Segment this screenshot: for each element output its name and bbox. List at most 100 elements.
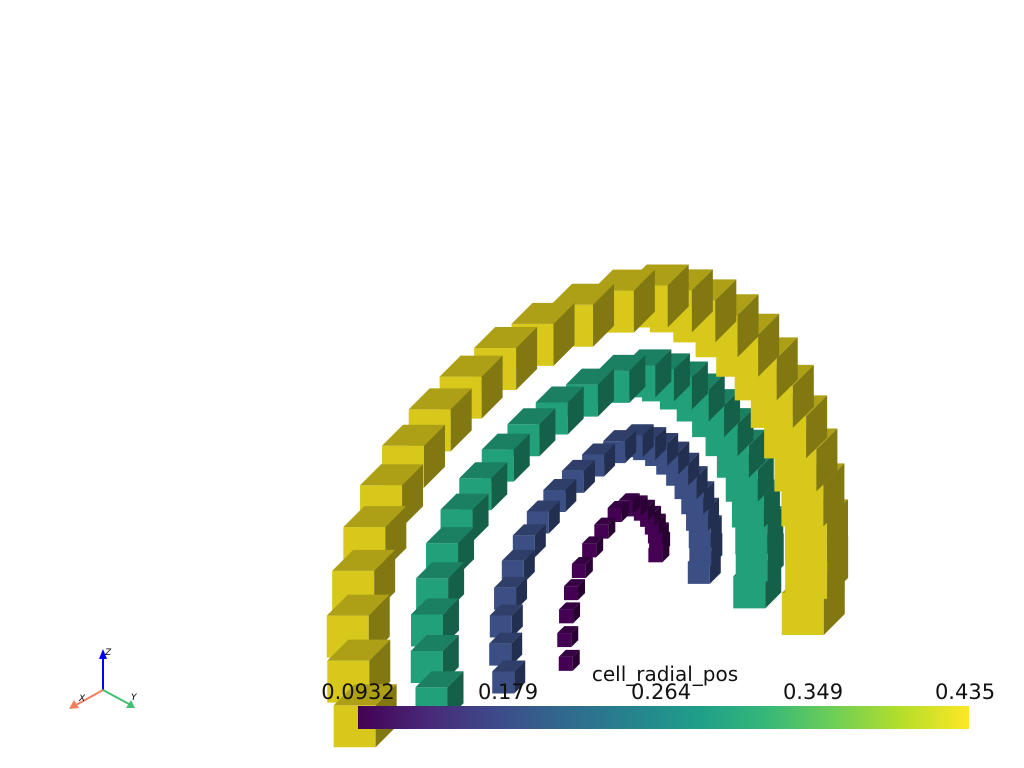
block-face: [494, 587, 517, 610]
block-face: [596, 536, 604, 558]
x-arrow-head-icon: [69, 700, 79, 709]
cell-block: [489, 604, 523, 638]
cell-block: [426, 527, 475, 576]
colorbar-tick: 0.435: [934, 680, 996, 704]
orientation-axes-widget: Z X Y: [69, 648, 138, 709]
block-face: [715, 279, 737, 343]
y-axis-label: Y: [131, 693, 138, 703]
cell-block: [492, 660, 526, 694]
block-face: [578, 579, 586, 601]
block-face: [688, 526, 711, 549]
block-face: [511, 604, 523, 638]
y-arrow-head-icon: [126, 700, 135, 708]
block-face: [491, 462, 508, 511]
block-face: [511, 632, 523, 666]
block-face: [557, 633, 572, 648]
block-face: [673, 353, 690, 402]
block-face: [678, 441, 690, 475]
block-face: [523, 549, 535, 583]
block-face: [448, 562, 465, 611]
block-face: [806, 395, 828, 459]
block-face: [647, 499, 655, 521]
block-face: [632, 493, 640, 515]
block-face: [489, 615, 512, 638]
cell-block: [410, 634, 459, 683]
block-face: [667, 264, 689, 328]
cell-block: [557, 626, 579, 648]
block-face: [792, 364, 814, 428]
colorbar-tick: 0.264: [630, 680, 692, 704]
cell-block: [494, 576, 528, 610]
block-face: [642, 424, 654, 458]
block-face: [489, 643, 512, 666]
block-face: [654, 505, 662, 527]
block-face: [582, 543, 597, 558]
block-face: [593, 283, 615, 347]
block-face: [737, 294, 759, 358]
block-face: [688, 452, 700, 486]
block-face: [735, 522, 768, 555]
block-face: [548, 500, 560, 534]
block-face: [785, 556, 828, 599]
block-face: [567, 386, 584, 435]
block-face: [572, 649, 580, 671]
colorbar-tick: 0.349: [782, 680, 844, 704]
block-face: [534, 524, 546, 558]
y-axis-arrow: [102, 689, 130, 705]
z-axis-label: Z: [104, 648, 112, 658]
block-face: [565, 478, 577, 512]
block-face: [686, 508, 709, 531]
block-face: [724, 389, 741, 438]
block-face: [571, 564, 586, 579]
block-face: [735, 549, 768, 582]
block-face: [402, 464, 424, 528]
block-face: [604, 443, 616, 477]
block-face: [625, 430, 637, 464]
block-face: [731, 495, 764, 528]
block-face: [691, 269, 713, 333]
block-face: [489, 604, 523, 616]
block-face: [442, 598, 459, 647]
block-face: [733, 576, 766, 609]
z-arrow-head-icon: [99, 649, 107, 659]
colorbar-title: cell_radial_pos: [591, 662, 739, 686]
block-face: [481, 355, 503, 419]
block-face: [514, 660, 526, 694]
block-face: [629, 354, 646, 403]
block-face: [655, 349, 672, 398]
x-axis-arrow: [75, 689, 104, 706]
block-face: [573, 602, 581, 624]
block-face: [597, 368, 614, 417]
block-face: [450, 388, 472, 452]
block-face: [696, 466, 708, 500]
block-face: [781, 593, 824, 636]
block-face: [539, 408, 556, 457]
block-face: [558, 656, 573, 671]
block-face: [516, 576, 528, 610]
block-face: [553, 302, 575, 366]
block-face: [442, 634, 459, 683]
block-face: [687, 561, 710, 584]
colorbar-tick: 0.179: [477, 680, 539, 704]
cell-block: [558, 649, 580, 671]
block-face: [583, 459, 595, 493]
block-face: [737, 408, 754, 457]
cell-block: [564, 579, 586, 601]
x-axis-label: X: [78, 694, 86, 704]
block-face: [784, 520, 827, 563]
block-face: [516, 326, 538, 390]
block-face: [564, 586, 579, 601]
block-face: [781, 484, 824, 527]
colorbar-gradient: [358, 706, 969, 729]
block-face: [594, 524, 609, 539]
block-face: [667, 433, 679, 467]
cell-block: [489, 632, 523, 666]
colorbar-tick: 0.0932: [321, 680, 395, 704]
block-face: [633, 269, 655, 333]
block-face: [559, 609, 574, 624]
block-face: [571, 626, 579, 648]
block-face: [691, 361, 708, 410]
cell-block: [571, 557, 593, 579]
